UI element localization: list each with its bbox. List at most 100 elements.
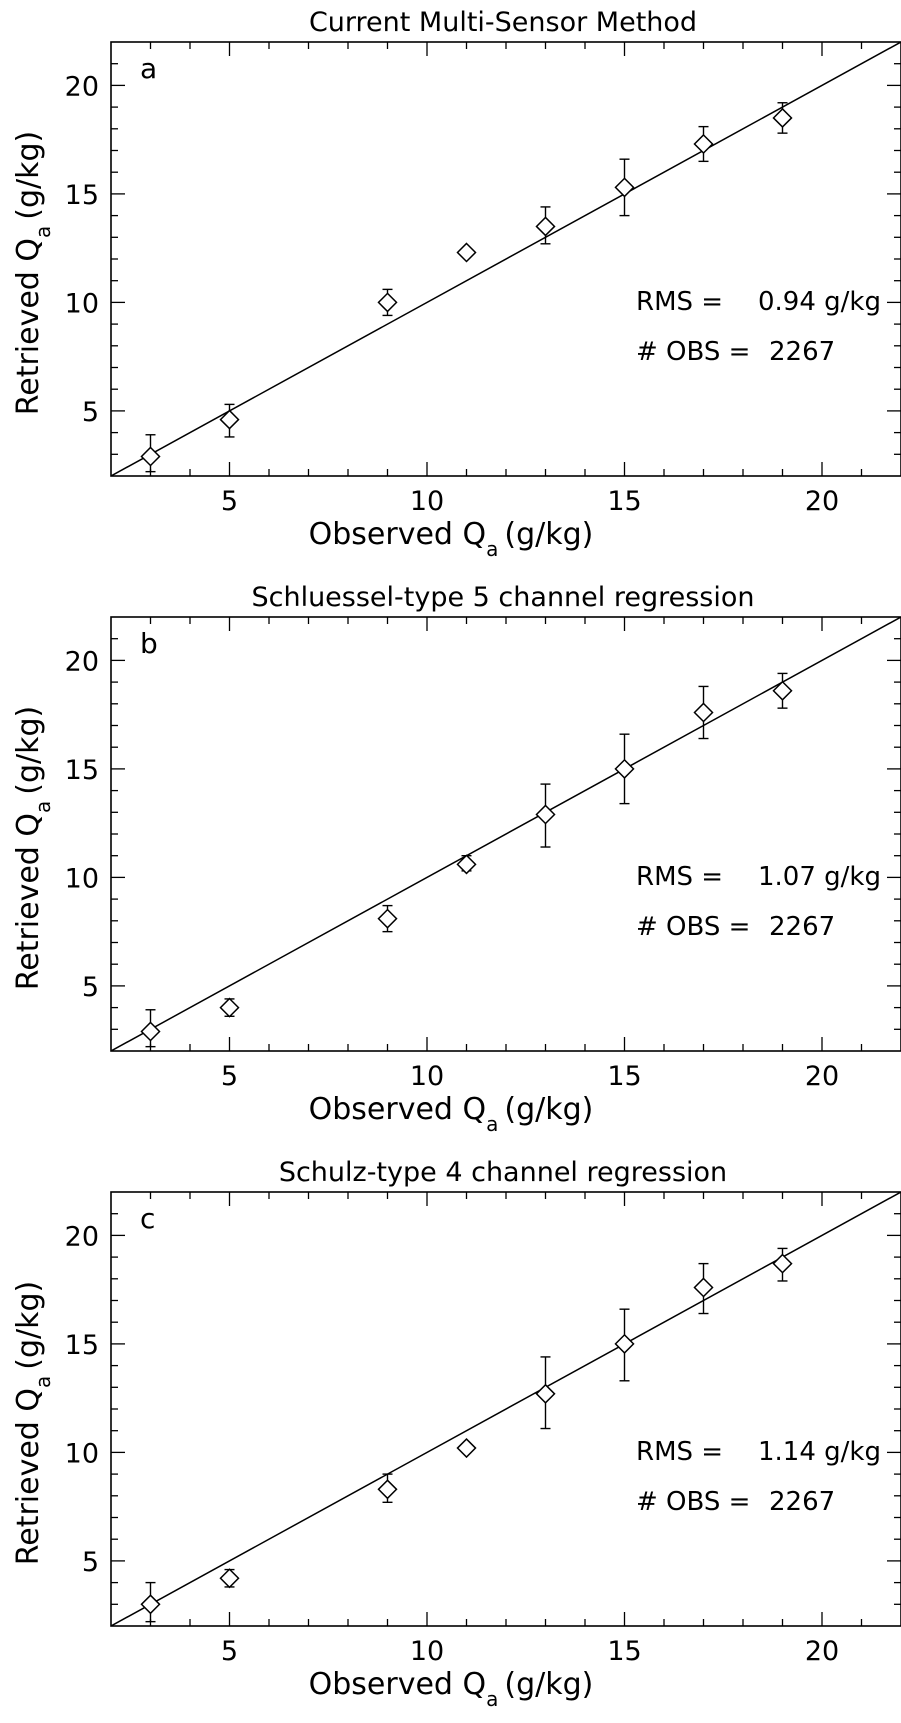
x-axis-label-main: Observed Q <box>309 517 486 552</box>
y-axis-label: Retrieved Qa (g/kg) <box>11 706 55 991</box>
data-point <box>535 783 556 848</box>
data-point <box>219 1568 240 1589</box>
obs-value: 2267 <box>769 912 835 942</box>
diamond-marker <box>535 216 556 237</box>
diamond-marker <box>614 758 635 779</box>
x-tick-label: 15 <box>607 1061 641 1092</box>
rms-label: RMS = <box>636 862 723 892</box>
data-point <box>772 1247 793 1282</box>
obs-value: 2267 <box>769 337 835 367</box>
x-axis-label-units: (g/kg) <box>504 517 593 552</box>
diamond-marker <box>140 1021 161 1042</box>
panel-b: Schluessel-type 5 channel regression 5 10 1… <box>11 582 901 1136</box>
diamond-marker <box>614 177 635 198</box>
data-point <box>535 206 556 245</box>
diamond-marker <box>219 1568 240 1589</box>
x-axis-label-subscript: a <box>486 1687 498 1711</box>
diamond-marker <box>693 133 714 155</box>
obs-label: # OBS = <box>636 1487 750 1517</box>
x-axis-label-units: (g/kg) <box>504 1667 593 1702</box>
data-point <box>535 1356 556 1430</box>
obs-value: 2267 <box>769 1487 835 1517</box>
x-tick-label: 20 <box>805 1636 839 1667</box>
diamond-marker <box>693 1277 714 1298</box>
data-point <box>140 434 161 473</box>
data-point <box>377 1473 398 1504</box>
x-tick-label: 5 <box>221 1061 238 1092</box>
x-axis-label-subscript: a <box>486 1112 498 1136</box>
diamond-marker <box>772 680 793 701</box>
x-tick-label: 10 <box>410 486 444 517</box>
data-point <box>219 997 240 1018</box>
one-to-one-line <box>111 42 901 476</box>
diamond-marker <box>456 854 477 875</box>
x-tick-label: 20 <box>805 486 839 517</box>
x-tick-label: 5 <box>221 486 238 517</box>
x-axis-label: Observed Qa (g/kg) <box>309 1092 594 1136</box>
y-axis-label-subscript: a <box>31 1376 55 1388</box>
x-axis-label-units: (g/kg) <box>504 1092 593 1127</box>
data-point <box>614 1308 635 1382</box>
chart-title: Schulz-type 4 channel regression <box>279 1157 727 1188</box>
y-axis-label: Retrieved Qa (g/kg) <box>11 131 55 416</box>
chart-title: Schluessel-type 5 channel regression <box>251 582 754 613</box>
data-point <box>614 158 635 217</box>
y-axis-label-main: Retrieved Q <box>11 813 46 990</box>
y-axis-label-subscript: a <box>31 801 55 813</box>
x-axis-label-subscript: a <box>486 537 498 561</box>
x-tick-label: 15 <box>607 486 641 517</box>
data-point <box>693 125 714 163</box>
data-point <box>140 1581 161 1623</box>
data-point <box>772 102 793 134</box>
y-axis-label-main: Retrieved Q <box>11 1388 46 1565</box>
diamond-marker <box>772 107 793 129</box>
data-point <box>377 288 398 317</box>
one-to-one-line <box>111 617 901 1051</box>
data-point <box>456 1437 477 1459</box>
y-tick-label: 10 <box>65 288 99 319</box>
rms-value: 1.07 g/kg <box>758 862 881 892</box>
diamond-marker <box>535 804 556 825</box>
y-axis-label-units: (g/kg) <box>11 706 46 795</box>
x-axis-label: Observed Qa (g/kg) <box>309 517 594 561</box>
y-tick-label: 5 <box>82 397 99 428</box>
rms-label: RMS = <box>636 287 723 317</box>
diamond-marker <box>140 1594 161 1615</box>
panel-letter: c <box>140 1202 155 1235</box>
x-axis-label-main: Observed Q <box>309 1092 486 1127</box>
data-point <box>772 672 793 709</box>
rms-value: 1.14 g/kg <box>758 1437 881 1467</box>
x-axis-label-main: Observed Q <box>309 1667 486 1702</box>
y-tick-label: 10 <box>65 863 99 894</box>
diamond-marker <box>456 1437 477 1459</box>
data-point <box>377 904 398 933</box>
y-tick-label: 20 <box>65 646 99 677</box>
diamond-marker <box>772 1253 793 1274</box>
y-tick-label: 15 <box>65 180 99 211</box>
diamond-marker <box>377 292 398 313</box>
rms-value: 0.94 g/kg <box>758 287 881 317</box>
y-axis-label-units: (g/kg) <box>11 131 46 220</box>
y-axis-label: Retrieved Qa (g/kg) <box>11 1281 55 1566</box>
x-tick-label: 15 <box>607 1636 641 1667</box>
panel-letter: b <box>140 627 158 660</box>
x-axis-label: Observed Qa (g/kg) <box>309 1667 594 1711</box>
panel-a: Current Multi-Sensor Method 5 10 15 20 5 10 15 2… <box>11 7 901 561</box>
panel-letter: a <box>140 52 157 85</box>
obs-label: # OBS = <box>636 337 750 367</box>
data-point <box>456 854 477 875</box>
y-tick-label: 20 <box>65 71 99 102</box>
x-tick-label: 10 <box>410 1061 444 1092</box>
diamond-marker <box>140 446 161 467</box>
data-point <box>456 242 477 263</box>
diamond-marker <box>535 1383 556 1404</box>
y-tick-label: 5 <box>82 1547 99 1578</box>
y-tick-label: 15 <box>65 1330 99 1361</box>
y-axis-label-main: Retrieved Q <box>11 238 46 415</box>
data-point <box>140 1009 161 1048</box>
chart-title: Current Multi-Sensor Method <box>309 7 697 38</box>
one-to-one-line <box>111 1192 901 1626</box>
data-point <box>219 403 240 438</box>
y-tick-label: 20 <box>65 1221 99 1252</box>
